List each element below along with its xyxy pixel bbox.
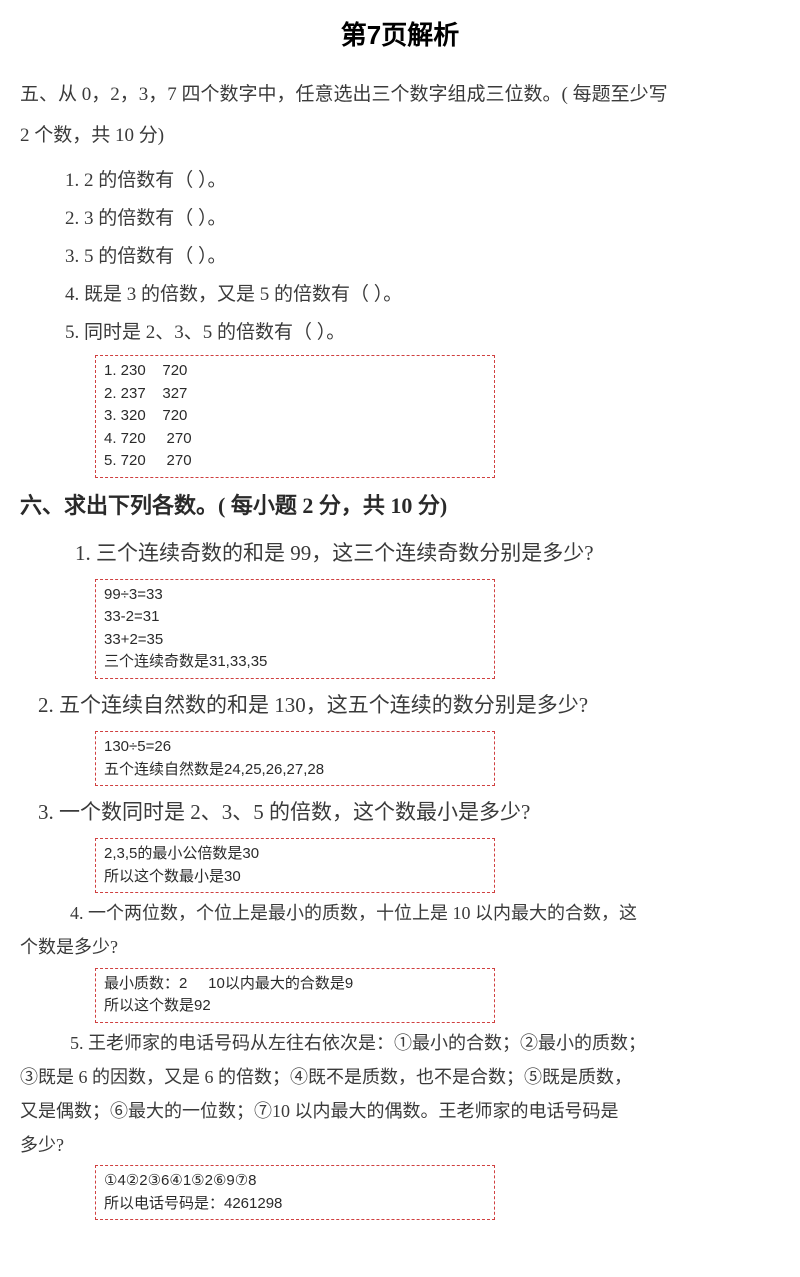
- ans-line: 5. 720 270: [104, 450, 486, 473]
- q6-1: 1. 三个连续奇数的和是 99，这三个连续奇数分别是多少?: [20, 530, 780, 576]
- section-6-header: 六、求出下列各数。( 每小题 2 分，共 10 分): [20, 484, 780, 528]
- q5-4: 4. 既是 3 的倍数，又是 5 的倍数有（ ）。: [20, 276, 780, 314]
- q6-2: 2. 五个连续自然数的和是 130，这五个连续的数分别是多少?: [20, 682, 780, 728]
- ans-line: 3. 320 720: [104, 405, 486, 428]
- ans-line: 33+2=35: [104, 629, 486, 652]
- ans-line: 所以这个数最小是30: [104, 866, 486, 889]
- q5-2: 2. 3 的倍数有（ ）。: [20, 200, 780, 238]
- ans-line: 130÷5=26: [104, 736, 486, 759]
- q6-5-line2: ③既是 6 的因数，又是 6 的倍数；④既不是质数，也不是合数；⑤既是质数，: [20, 1060, 780, 1094]
- ans-line: 最小质数：2 10以内最大的合数是9: [104, 973, 486, 996]
- q6-5-line4: 多少?: [20, 1128, 780, 1162]
- q6-4-answer: 最小质数：2 10以内最大的合数是9 所以这个数是92: [95, 968, 495, 1023]
- ans-line: 2,3,5的最小公倍数是30: [104, 843, 486, 866]
- ans-line: ①4②2③6④1⑤2⑥9⑦8: [104, 1170, 486, 1193]
- q6-2-answer: 130÷5=26 五个连续自然数是24,25,26,27,28: [95, 731, 495, 786]
- q6-1-answer: 99÷3=33 33-2=31 33+2=35 三个连续奇数是31,33,35: [95, 579, 495, 679]
- q6-5-line3: 又是偶数；⑥最大的一位数；⑦10 以内最大的偶数。王老师家的电话号码是: [20, 1094, 780, 1128]
- ans-line: 1. 230 720: [104, 360, 486, 383]
- q6-3-answer: 2,3,5的最小公倍数是30 所以这个数最小是30: [95, 838, 495, 893]
- section-6: 六、求出下列各数。( 每小题 2 分，共 10 分) 1. 三个连续奇数的和是 …: [20, 484, 780, 1221]
- ans-line: 三个连续奇数是31,33,35: [104, 651, 486, 674]
- q6-3: 3. 一个数同时是 2、3、5 的倍数，这个数最小是多少?: [20, 789, 780, 835]
- q6-4-line2: 个数是多少?: [20, 930, 780, 964]
- ans-line: 33-2=31: [104, 606, 486, 629]
- q5-5: 5. 同时是 2、3、5 的倍数有（ ）。: [20, 314, 780, 352]
- ans-line: 所以这个数是92: [104, 995, 486, 1018]
- ans-line: 99÷3=33: [104, 584, 486, 607]
- page-title: 第7页解析: [20, 15, 780, 52]
- q5-1: 1. 2 的倍数有（ ）。: [20, 162, 780, 200]
- q6-5-line1: 5. 王老师家的电话号码从左往右依次是：①最小的合数；②最小的质数；: [20, 1026, 780, 1060]
- q6-5-answer: ①4②2③6④1⑤2⑥9⑦8 所以电话号码是：4261298: [95, 1165, 495, 1220]
- ans-line: 4. 720 270: [104, 428, 486, 451]
- ans-line: 2. 237 327: [104, 383, 486, 406]
- q5-3: 3. 5 的倍数有（ ）。: [20, 238, 780, 276]
- section-5-header-line1: 五、从 0，2，3，7 四个数字中，任意选出三个数字组成三位数。( 每题至少写: [20, 77, 780, 113]
- section-5: 五、从 0，2，3，7 四个数字中，任意选出三个数字组成三位数。( 每题至少写 …: [20, 77, 780, 478]
- q6-4-line1: 4. 一个两位数，个位上是最小的质数，十位上是 10 以内最大的合数，这: [20, 896, 780, 930]
- ans-line: 五个连续自然数是24,25,26,27,28: [104, 759, 486, 782]
- ans-line: 所以电话号码是：4261298: [104, 1193, 486, 1216]
- section-5-header-line2: 2 个数，共 10 分): [20, 118, 780, 154]
- section-5-answer: 1. 230 720 2. 237 327 3. 320 720 4. 720 …: [95, 355, 495, 478]
